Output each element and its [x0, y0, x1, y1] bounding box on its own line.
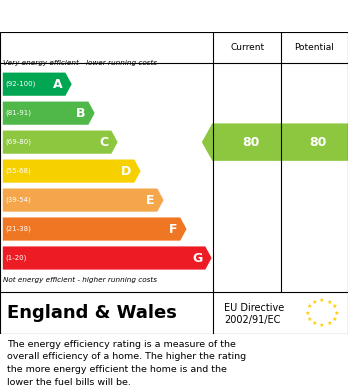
Text: ★: ★ [305, 310, 311, 316]
Text: 80: 80 [242, 136, 259, 149]
Polygon shape [269, 124, 348, 161]
Text: F: F [169, 222, 177, 235]
Text: (55-68): (55-68) [6, 168, 31, 174]
Text: ★: ★ [312, 321, 318, 326]
Text: Not energy efficient - higher running costs: Not energy efficient - higher running co… [3, 276, 157, 283]
Text: ★: ★ [326, 321, 332, 326]
Text: E: E [146, 194, 155, 206]
Text: ★: ★ [307, 304, 313, 309]
Polygon shape [3, 188, 164, 212]
Text: ★: ★ [312, 300, 318, 305]
Text: (92-100): (92-100) [6, 81, 36, 88]
Text: Very energy efficient - lower running costs: Very energy efficient - lower running co… [3, 60, 157, 66]
Polygon shape [3, 131, 118, 154]
Text: (81-91): (81-91) [6, 110, 32, 117]
Polygon shape [3, 246, 212, 270]
Text: England & Wales: England & Wales [7, 304, 177, 322]
Text: Energy Efficiency Rating: Energy Efficiency Rating [7, 9, 217, 23]
Text: ★: ★ [331, 317, 337, 322]
Text: B: B [76, 107, 86, 120]
Text: G: G [192, 251, 203, 265]
Text: overall efficiency of a home. The higher the rating: overall efficiency of a home. The higher… [7, 352, 246, 361]
Text: ★: ★ [326, 300, 332, 305]
Text: ★: ★ [331, 304, 337, 309]
Text: ★: ★ [319, 298, 325, 303]
Polygon shape [3, 160, 141, 183]
Text: (21-38): (21-38) [6, 226, 31, 232]
Text: ★: ★ [319, 323, 325, 328]
Polygon shape [3, 217, 187, 240]
Text: C: C [100, 136, 109, 149]
Text: The energy efficiency rating is a measure of the: The energy efficiency rating is a measur… [7, 340, 236, 349]
Text: ★: ★ [307, 317, 313, 322]
Text: 80: 80 [309, 136, 326, 149]
Text: the more energy efficient the home is and the: the more energy efficient the home is an… [7, 365, 227, 374]
Text: lower the fuel bills will be.: lower the fuel bills will be. [7, 378, 131, 387]
Text: (39-54): (39-54) [6, 197, 31, 203]
Polygon shape [3, 102, 95, 125]
Text: EU Directive: EU Directive [224, 303, 284, 313]
Text: (69-80): (69-80) [6, 139, 32, 145]
Polygon shape [202, 124, 282, 161]
Text: Potential: Potential [294, 43, 334, 52]
Text: D: D [121, 165, 132, 178]
Text: (1-20): (1-20) [6, 255, 27, 261]
Text: Current: Current [230, 43, 264, 52]
Polygon shape [3, 73, 72, 96]
Text: ★: ★ [333, 310, 339, 316]
Text: 2002/91/EC: 2002/91/EC [224, 315, 280, 325]
Text: A: A [53, 78, 63, 91]
